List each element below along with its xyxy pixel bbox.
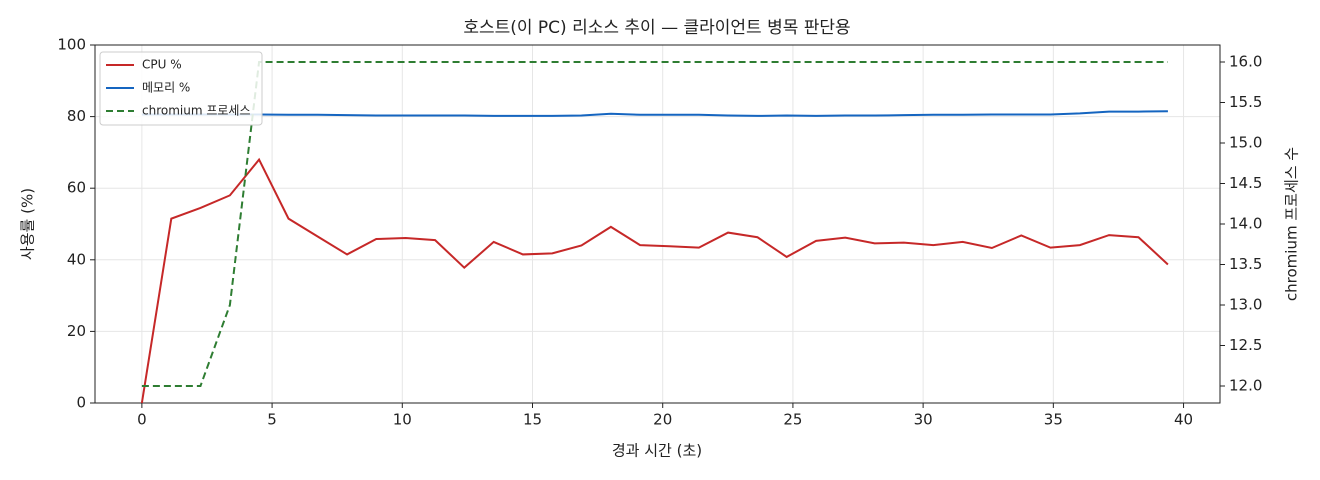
x-tick-label: 35 [1044,411,1063,429]
x-tick-label: 30 [914,411,933,429]
x-tick-label: 20 [653,411,672,429]
y2-tick-label: 15.5 [1229,93,1262,111]
x-tick-label: 5 [267,411,277,429]
y-tick-label: 60 [67,179,86,197]
x-tick-label: 40 [1174,411,1193,429]
y-tick-label: 100 [57,36,86,54]
series-line [141,61,1168,387]
y2-axis-label: chromium 프로세스 수 [1283,147,1301,301]
legend: CPU % 메모리 % chromium 프로세스 [99,51,263,126]
x-tick-label: 10 [393,411,412,429]
y2-tick-label: 15.0 [1229,134,1262,152]
legend-label: 메모리 % [142,81,190,95]
y2-tick-label: 13.0 [1229,295,1262,313]
y-tick-label: 20 [67,322,86,340]
chart-title: 호스트(이 PC) 리소스 추이 — 클라이언트 병목 판단용 [463,18,850,38]
y2-tick-label: 12.5 [1229,336,1262,354]
x-tick-label: 0 [137,411,147,429]
plot-frame [94,44,1221,404]
y2-tick-label: 12.0 [1229,376,1262,394]
y2-tick-label: 14.5 [1229,174,1262,192]
y-tick-label: 80 [67,107,86,125]
y-axis-label: 사용률 (%) [19,188,37,260]
legend-label: chromium 프로세스 [142,104,251,118]
y-tick-label: 0 [76,394,86,412]
x-tick-label: 25 [783,411,802,429]
legend-label: CPU % [142,58,182,72]
x-axis-label: 경과 시간 (초) [612,442,702,460]
y2-tick-label: 14.0 [1229,215,1262,233]
legend-box [99,51,263,126]
y2-tick-label: 13.5 [1229,255,1262,273]
y-tick-label: 40 [67,250,86,268]
series-line [140,157,1169,404]
series-line [141,110,1168,117]
y2-tick-label: 16.0 [1229,53,1262,71]
x-tick-label: 15 [523,411,542,429]
